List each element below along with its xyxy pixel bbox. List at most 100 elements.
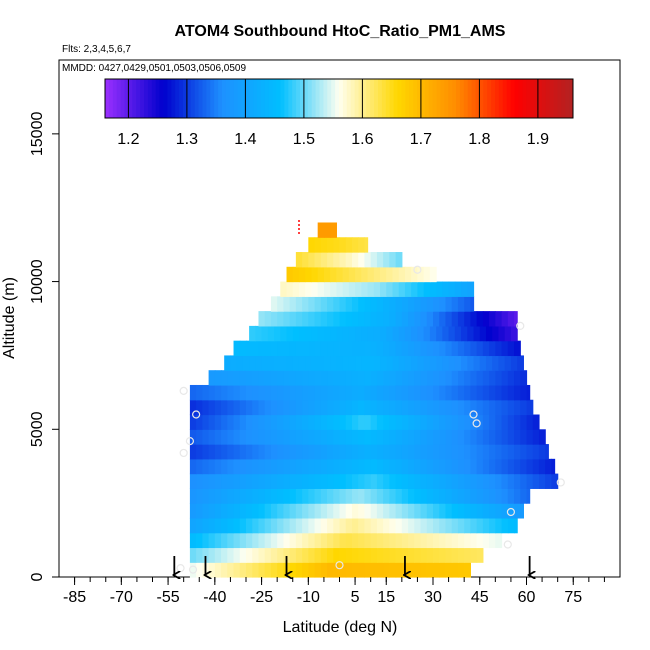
heatmap-cell bbox=[348, 281, 356, 297]
heatmap-cell bbox=[470, 384, 478, 401]
heatmap-cell bbox=[389, 532, 397, 549]
heatmap-cell bbox=[342, 355, 350, 371]
heatmap-cell bbox=[408, 532, 415, 549]
heatmap-cell bbox=[289, 414, 297, 430]
heatmap-cell bbox=[295, 517, 303, 534]
heatmap-cell bbox=[351, 429, 359, 445]
colorbar-cell bbox=[553, 79, 558, 118]
heatmap-cell bbox=[351, 384, 359, 401]
heatmap-cell bbox=[308, 517, 316, 534]
heatmap-cell bbox=[289, 296, 297, 312]
heatmap-cell bbox=[361, 355, 369, 371]
heatmap-cell bbox=[202, 473, 210, 489]
heatmap-cell bbox=[364, 340, 372, 357]
heatmap-cell bbox=[345, 296, 353, 312]
heatmap-cell bbox=[320, 562, 328, 578]
colorbar-cell bbox=[510, 79, 515, 118]
heatmap-cell bbox=[517, 355, 524, 371]
heatmap-cell bbox=[464, 399, 471, 416]
heatmap-cell bbox=[345, 444, 353, 460]
heatmap-cell bbox=[202, 488, 210, 504]
heatmap-cell bbox=[308, 547, 316, 563]
colorbar-cell bbox=[303, 79, 309, 118]
heatmap-cell bbox=[208, 384, 216, 401]
colorbar-cell bbox=[467, 79, 473, 118]
heatmap-cell bbox=[270, 473, 278, 489]
heatmap-cell bbox=[420, 414, 428, 430]
heatmap-cell bbox=[239, 370, 247, 386]
heatmap-cell bbox=[277, 532, 284, 549]
heatmap-cell bbox=[283, 503, 291, 519]
heatmap-cell bbox=[298, 266, 306, 283]
heatmap-cell bbox=[233, 429, 241, 445]
heatmap-cell bbox=[239, 429, 247, 445]
heatmap-cell bbox=[239, 532, 247, 549]
heatmap-cell bbox=[376, 532, 384, 549]
colorbar-cell bbox=[163, 79, 168, 118]
heatmap-cell bbox=[495, 503, 503, 519]
colorbar-cell bbox=[487, 79, 492, 118]
heatmap-cell bbox=[414, 488, 422, 504]
heatmap-cell bbox=[320, 444, 328, 460]
heatmap-cell bbox=[426, 296, 434, 312]
heatmap-cell bbox=[451, 370, 459, 386]
heatmap-cell bbox=[464, 311, 471, 327]
heatmap-cell bbox=[473, 325, 481, 342]
heatmap-cell bbox=[267, 355, 275, 371]
heatmap-cell bbox=[420, 296, 428, 312]
heatmap-cell bbox=[370, 429, 378, 445]
colorbar-cell bbox=[112, 79, 118, 118]
heatmap-cell bbox=[283, 444, 291, 460]
profile-marker bbox=[469, 410, 478, 419]
heatmap-cell bbox=[395, 488, 403, 504]
heatmap-cell bbox=[327, 252, 334, 268]
heatmap-cell bbox=[448, 355, 456, 371]
heatmap-cell bbox=[489, 444, 496, 460]
heatmap-cell bbox=[246, 340, 253, 357]
heatmap-cell bbox=[404, 325, 412, 342]
heatmap-cell bbox=[345, 458, 353, 475]
colorbar-cell bbox=[315, 79, 320, 118]
heatmap-cell bbox=[246, 562, 253, 578]
heatmap-cell bbox=[264, 473, 272, 489]
heatmap-cell bbox=[364, 414, 372, 430]
heatmap-cell bbox=[426, 488, 434, 504]
heatmap-cell bbox=[246, 399, 253, 416]
profile-marker bbox=[413, 265, 422, 274]
heatmap-cell bbox=[221, 414, 228, 430]
heatmap-cell bbox=[239, 444, 247, 460]
heatmap-cell bbox=[323, 266, 331, 283]
colorbar-cell bbox=[124, 79, 129, 118]
heatmap-cell bbox=[408, 517, 415, 534]
colorbar-cell bbox=[257, 79, 262, 118]
heatmap-cell bbox=[302, 547, 309, 563]
heatmap-cell bbox=[333, 429, 341, 445]
heatmap-cell bbox=[221, 488, 228, 504]
heatmap-cell bbox=[327, 296, 334, 312]
heatmap-cell bbox=[358, 296, 366, 312]
heatmap-cell bbox=[227, 562, 235, 578]
heatmap-cell bbox=[476, 532, 484, 549]
heatmap-cell bbox=[189, 517, 197, 534]
heatmap-cell bbox=[295, 311, 303, 327]
heatmap-cell bbox=[258, 384, 266, 401]
heatmap-cell bbox=[270, 562, 278, 578]
heatmap-cell bbox=[510, 325, 518, 342]
heatmap-cell bbox=[258, 517, 266, 534]
heatmap-cell bbox=[302, 562, 309, 578]
colorbar-cell bbox=[268, 79, 274, 118]
heatmap-cell bbox=[227, 384, 235, 401]
heatmap-cell bbox=[426, 311, 434, 327]
heatmap-cell bbox=[308, 429, 316, 445]
heatmap-cell bbox=[333, 547, 341, 563]
heatmap-cell bbox=[264, 429, 272, 445]
colorbar-cell bbox=[417, 79, 422, 118]
heatmap-cell bbox=[495, 370, 503, 386]
heatmap-cell bbox=[433, 488, 440, 504]
heatmap-cell bbox=[439, 384, 447, 401]
heatmap-cell bbox=[196, 532, 203, 549]
heatmap-cell bbox=[464, 473, 471, 489]
heatmap-cell bbox=[470, 340, 478, 357]
heatmap-cell bbox=[445, 458, 453, 475]
heatmap-cell bbox=[314, 429, 322, 445]
